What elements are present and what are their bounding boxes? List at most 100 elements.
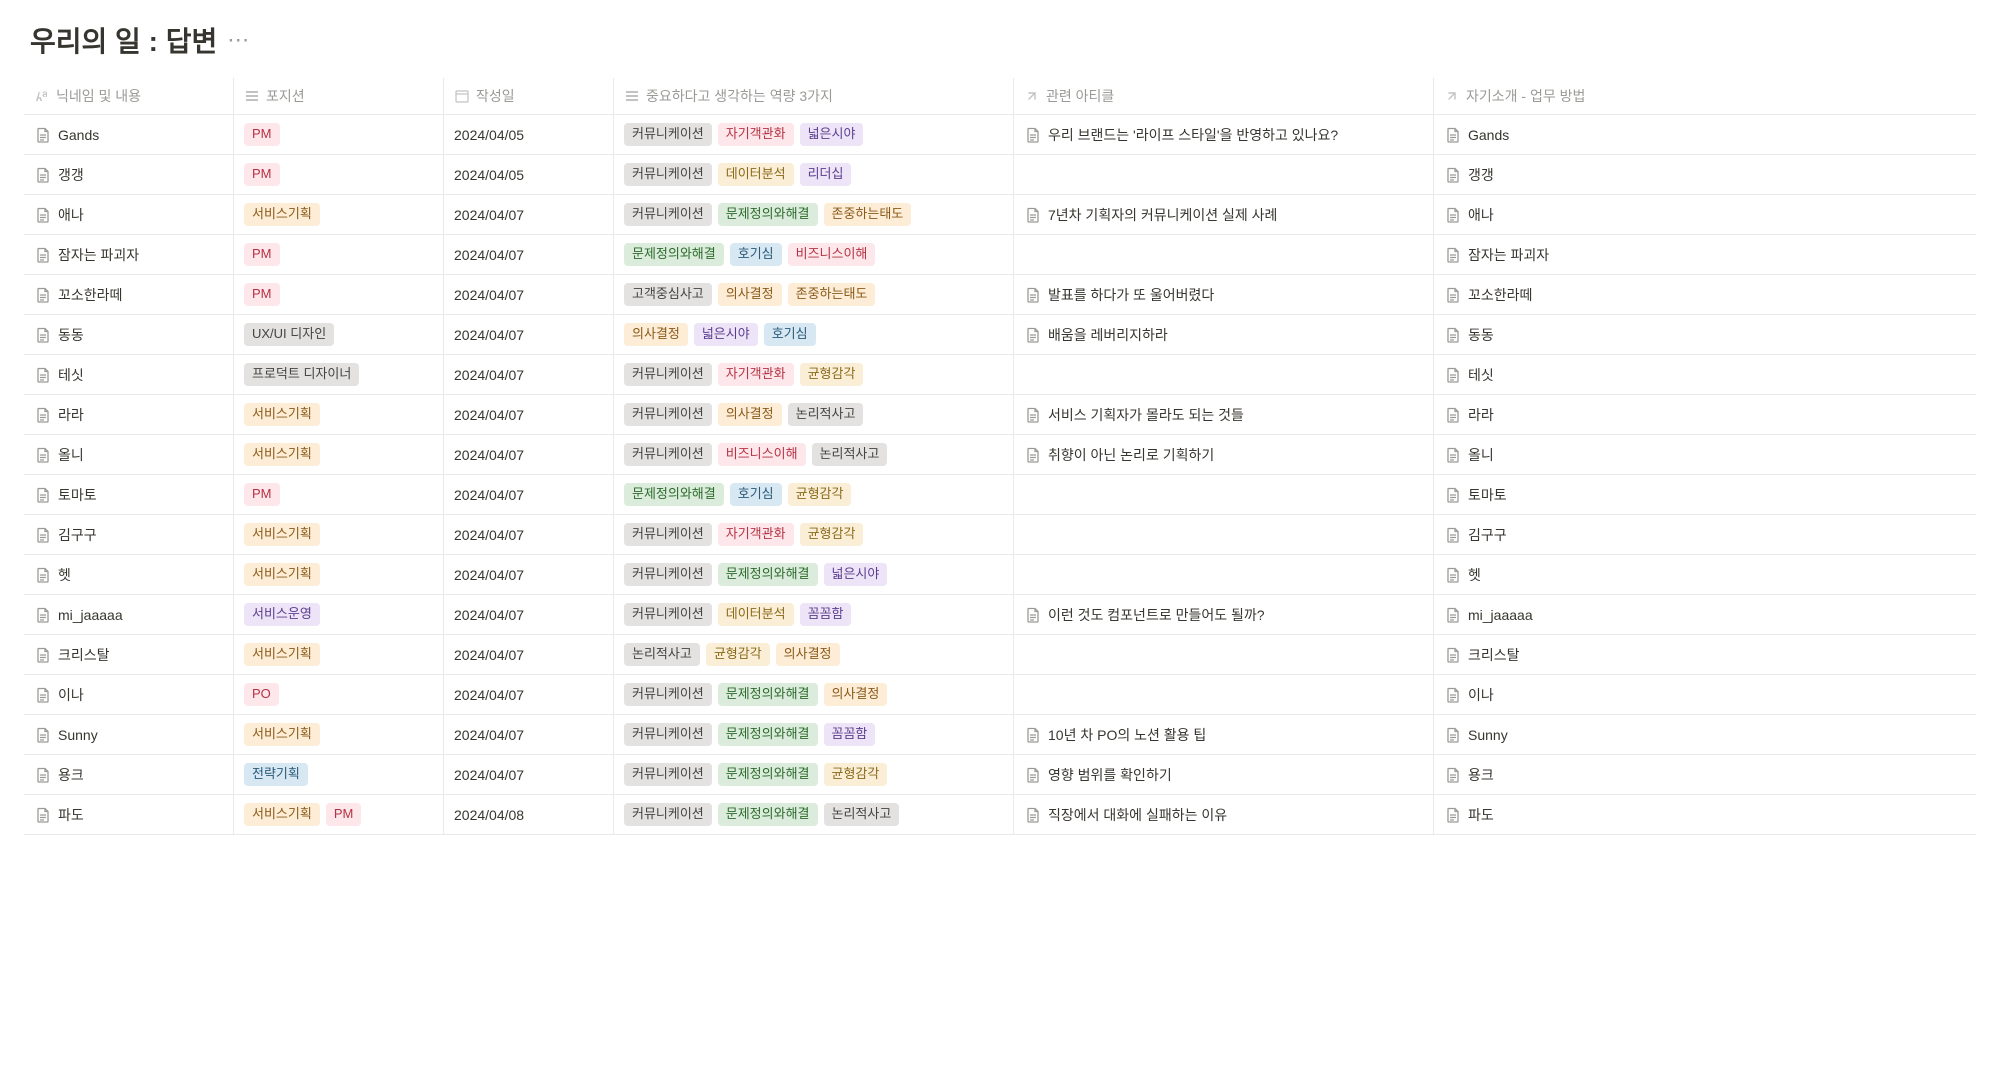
- cell-intro[interactable]: Gands: [1434, 115, 1684, 154]
- table-row[interactable]: 이나PO2024/04/07커뮤니케이션문제정의와해결의사결정이나: [24, 675, 1976, 715]
- cell-position[interactable]: 서비스기획: [234, 515, 444, 554]
- table-row[interactable]: 파도서비스기획PM2024/04/08커뮤니케이션문제정의와해결논리적사고직장에…: [24, 795, 1976, 835]
- table-row[interactable]: 크리스탈서비스기획2024/04/07논리적사고균형감각의사결정크리스탈: [24, 635, 1976, 675]
- cell-intro[interactable]: Sunny: [1434, 715, 1684, 754]
- cell-article[interactable]: 이런 것도 컴포넌트로 만들어도 될까?: [1014, 595, 1434, 634]
- cell-date[interactable]: 2024/04/05: [444, 115, 614, 154]
- table-row[interactable]: 김구구서비스기획2024/04/07커뮤니케이션자기객관화균형감각김구구: [24, 515, 1976, 555]
- table-row[interactable]: 라라서비스기획2024/04/07커뮤니케이션의사결정논리적사고서비스 기획자가…: [24, 395, 1976, 435]
- cell-article[interactable]: [1014, 675, 1434, 714]
- cell-article[interactable]: 영향 범위를 확인하기: [1014, 755, 1434, 794]
- table-row[interactable]: mi_jaaaaa서비스운영2024/04/07커뮤니케이션데이터분석꼼꼼함이런…: [24, 595, 1976, 635]
- cell-article[interactable]: 배움을 레버리지하라: [1014, 315, 1434, 354]
- cell-skills[interactable]: 논리적사고균형감각의사결정: [614, 635, 1014, 674]
- table-row[interactable]: 테싯프로덕트 디자이너2024/04/07커뮤니케이션자기객관화균형감각테싯: [24, 355, 1976, 395]
- cell-skills[interactable]: 커뮤니케이션자기객관화넓은시야: [614, 115, 1014, 154]
- cell-article[interactable]: [1014, 155, 1434, 194]
- cell-skills[interactable]: 커뮤니케이션문제정의와해결논리적사고: [614, 795, 1014, 834]
- column-header-nickname[interactable]: 닉네임 및 내용: [24, 78, 234, 114]
- cell-skills[interactable]: 커뮤니케이션문제정의와해결균형감각: [614, 755, 1014, 794]
- cell-intro[interactable]: 올니: [1434, 435, 1684, 474]
- cell-nickname[interactable]: 잠자는 파괴자: [24, 235, 234, 274]
- cell-nickname[interactable]: 라라: [24, 395, 234, 434]
- more-menu-icon[interactable]: ⋯: [227, 27, 250, 53]
- cell-nickname[interactable]: 이나: [24, 675, 234, 714]
- table-row[interactable]: 헷서비스기획2024/04/07커뮤니케이션문제정의와해결넓은시야헷: [24, 555, 1976, 595]
- cell-nickname[interactable]: 꼬소한라떼: [24, 275, 234, 314]
- cell-article[interactable]: 10년 차 PO의 노션 활용 팁: [1014, 715, 1434, 754]
- cell-intro[interactable]: 헷: [1434, 555, 1684, 594]
- cell-skills[interactable]: 의사결정넓은시야호기심: [614, 315, 1014, 354]
- cell-position[interactable]: UX/UI 디자인: [234, 315, 444, 354]
- cell-position[interactable]: 서비스기획: [234, 195, 444, 234]
- cell-intro[interactable]: mi_jaaaaa: [1434, 595, 1684, 634]
- table-row[interactable]: Sunny서비스기획2024/04/07커뮤니케이션문제정의와해결꼼꼼함10년 …: [24, 715, 1976, 755]
- cell-position[interactable]: 서비스기획: [234, 435, 444, 474]
- column-header-skills[interactable]: 중요하다고 생각하는 역량 3가지: [614, 78, 1014, 114]
- table-row[interactable]: 올니서비스기획2024/04/07커뮤니케이션비즈니스이해논리적사고취향이 아닌…: [24, 435, 1976, 475]
- cell-intro[interactable]: 라라: [1434, 395, 1684, 434]
- table-row[interactable]: 용크전략기획2024/04/07커뮤니케이션문제정의와해결균형감각영향 범위를 …: [24, 755, 1976, 795]
- table-row[interactable]: 토마토PM2024/04/07문제정의와해결호기심균형감각토마토: [24, 475, 1976, 515]
- column-header-position[interactable]: 포지션: [234, 78, 444, 114]
- cell-date[interactable]: 2024/04/07: [444, 715, 614, 754]
- cell-article[interactable]: [1014, 355, 1434, 394]
- cell-skills[interactable]: 커뮤니케이션데이터분석꼼꼼함: [614, 595, 1014, 634]
- cell-intro[interactable]: 김구구: [1434, 515, 1684, 554]
- table-row[interactable]: GandsPM2024/04/05커뮤니케이션자기객관화넓은시야우리 브랜드는 …: [24, 115, 1976, 155]
- cell-nickname[interactable]: 동동: [24, 315, 234, 354]
- cell-date[interactable]: 2024/04/07: [444, 515, 614, 554]
- cell-article[interactable]: 서비스 기획자가 몰라도 되는 것들: [1014, 395, 1434, 434]
- cell-skills[interactable]: 커뮤니케이션문제정의와해결넓은시야: [614, 555, 1014, 594]
- cell-intro[interactable]: 꼬소한라떼: [1434, 275, 1684, 314]
- cell-skills[interactable]: 문제정의와해결호기심균형감각: [614, 475, 1014, 514]
- cell-nickname[interactable]: 토마토: [24, 475, 234, 514]
- cell-article[interactable]: [1014, 635, 1434, 674]
- cell-article[interactable]: [1014, 235, 1434, 274]
- cell-date[interactable]: 2024/04/07: [444, 235, 614, 274]
- column-header-date[interactable]: 작성일: [444, 78, 614, 114]
- cell-position[interactable]: 서비스기획: [234, 395, 444, 434]
- cell-date[interactable]: 2024/04/08: [444, 795, 614, 834]
- cell-nickname[interactable]: 올니: [24, 435, 234, 474]
- cell-article[interactable]: [1014, 475, 1434, 514]
- table-row[interactable]: 동동UX/UI 디자인2024/04/07의사결정넓은시야호기심배움을 레버리지…: [24, 315, 1976, 355]
- cell-date[interactable]: 2024/04/07: [444, 595, 614, 634]
- cell-date[interactable]: 2024/04/07: [444, 755, 614, 794]
- cell-nickname[interactable]: Sunny: [24, 715, 234, 754]
- cell-article[interactable]: [1014, 515, 1434, 554]
- cell-skills[interactable]: 커뮤니케이션문제정의와해결존중하는태도: [614, 195, 1014, 234]
- cell-skills[interactable]: 커뮤니케이션문제정의와해결의사결정: [614, 675, 1014, 714]
- cell-nickname[interactable]: 테싯: [24, 355, 234, 394]
- cell-intro[interactable]: 잠자는 파괴자: [1434, 235, 1684, 274]
- cell-intro[interactable]: 이나: [1434, 675, 1684, 714]
- cell-skills[interactable]: 커뮤니케이션비즈니스이해논리적사고: [614, 435, 1014, 474]
- cell-intro[interactable]: 애나: [1434, 195, 1684, 234]
- cell-position[interactable]: 전략기획: [234, 755, 444, 794]
- column-header-article[interactable]: 관련 아티클: [1014, 78, 1434, 114]
- cell-skills[interactable]: 커뮤니케이션데이터분석리더십: [614, 155, 1014, 194]
- cell-position[interactable]: PM: [234, 275, 444, 314]
- cell-intro[interactable]: 파도: [1434, 795, 1684, 834]
- cell-skills[interactable]: 커뮤니케이션자기객관화균형감각: [614, 515, 1014, 554]
- cell-position[interactable]: 서비스기획: [234, 715, 444, 754]
- cell-date[interactable]: 2024/04/07: [444, 395, 614, 434]
- cell-intro[interactable]: 테싯: [1434, 355, 1684, 394]
- cell-position[interactable]: PO: [234, 675, 444, 714]
- cell-nickname[interactable]: 김구구: [24, 515, 234, 554]
- cell-position[interactable]: 서비스기획: [234, 555, 444, 594]
- cell-position[interactable]: 서비스운영: [234, 595, 444, 634]
- cell-intro[interactable]: 용크: [1434, 755, 1684, 794]
- cell-nickname[interactable]: Gands: [24, 115, 234, 154]
- cell-intro[interactable]: 토마토: [1434, 475, 1684, 514]
- table-row[interactable]: 꼬소한라떼PM2024/04/07고객중심사고의사결정존중하는태도발표를 하다가…: [24, 275, 1976, 315]
- cell-nickname[interactable]: mi_jaaaaa: [24, 595, 234, 634]
- cell-nickname[interactable]: 크리스탈: [24, 635, 234, 674]
- cell-skills[interactable]: 커뮤니케이션자기객관화균형감각: [614, 355, 1014, 394]
- column-header-intro[interactable]: 자기소개 - 업무 방법: [1434, 78, 1684, 114]
- cell-skills[interactable]: 문제정의와해결호기심비즈니스이해: [614, 235, 1014, 274]
- cell-date[interactable]: 2024/04/07: [444, 195, 614, 234]
- cell-intro[interactable]: 크리스탈: [1434, 635, 1684, 674]
- cell-nickname[interactable]: 용크: [24, 755, 234, 794]
- cell-nickname[interactable]: 애나: [24, 195, 234, 234]
